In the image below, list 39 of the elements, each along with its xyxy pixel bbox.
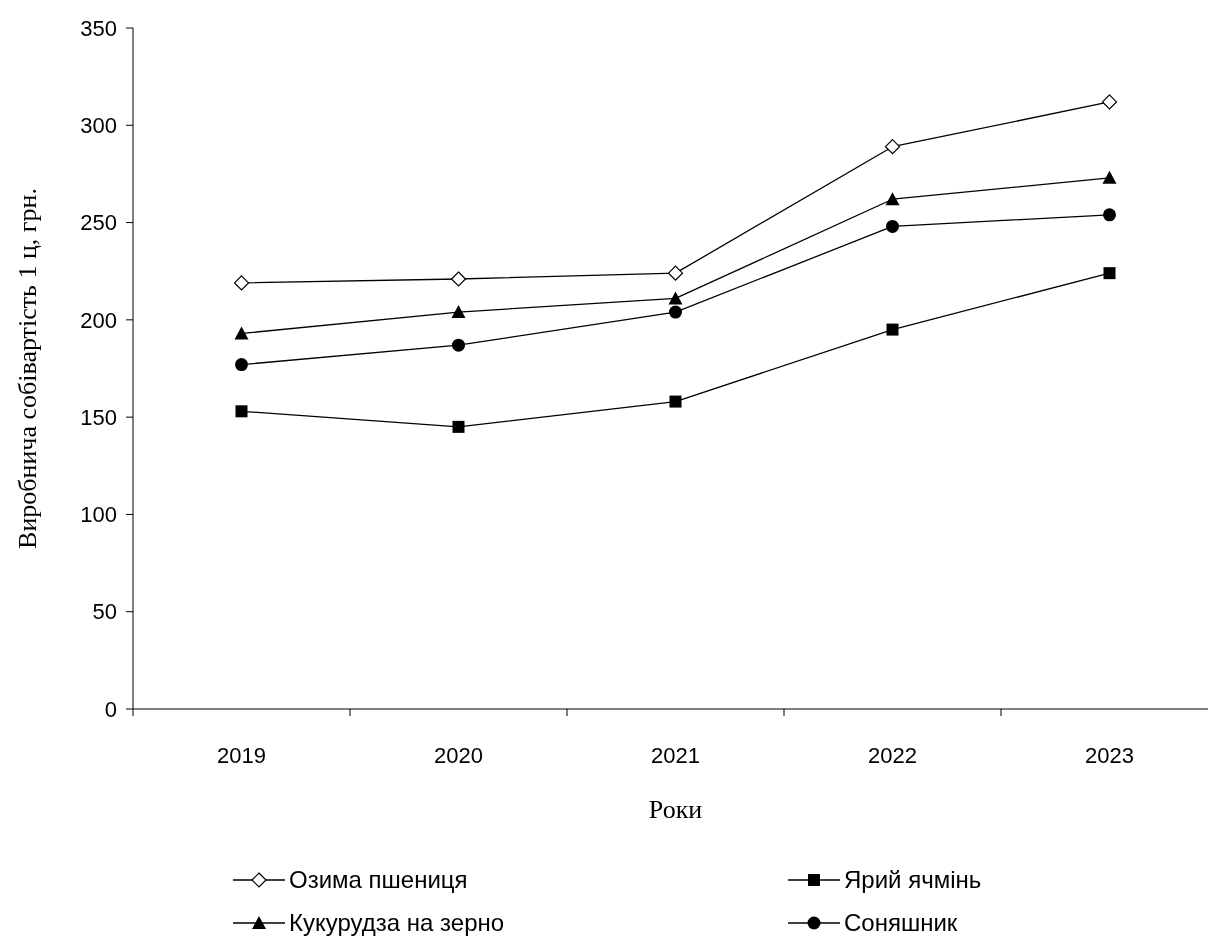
y-tick-label: 0 xyxy=(104,696,117,722)
point xyxy=(667,265,684,281)
y-tick-label: 100 xyxy=(80,502,117,528)
y-tick-label: 350 xyxy=(80,15,117,41)
point xyxy=(884,139,901,155)
point xyxy=(1103,267,1116,280)
y-tick-label: 300 xyxy=(80,112,117,138)
point xyxy=(668,291,683,305)
x-axis-title: Роки xyxy=(648,795,703,824)
y-axis-title: Виробнича собівартість 1 ц, грн. xyxy=(13,188,42,549)
legend-label: Ярий ячмінь xyxy=(844,866,982,894)
point xyxy=(452,338,465,352)
y-tick-label: 250 xyxy=(80,210,117,236)
point xyxy=(669,305,682,319)
point xyxy=(234,326,249,340)
legend-label: Озима пшениця xyxy=(289,866,468,894)
x-tick-label: 2022 xyxy=(868,743,917,768)
point xyxy=(1103,208,1116,222)
x-tick-label: 2023 xyxy=(1085,743,1134,768)
y-tick-label: 150 xyxy=(80,404,117,430)
y-tick-label: 50 xyxy=(92,599,117,625)
point xyxy=(886,323,899,336)
point xyxy=(1102,170,1117,184)
point xyxy=(452,420,465,433)
legend-label: Соняшник xyxy=(844,909,958,937)
point xyxy=(450,271,467,287)
point xyxy=(235,358,248,372)
legend-label: Кукурудза на зерно xyxy=(289,909,505,937)
x-tick-label: 2021 xyxy=(651,743,700,768)
point xyxy=(451,305,466,319)
point xyxy=(1101,94,1118,110)
point xyxy=(885,192,900,206)
x-tick-label: 2020 xyxy=(434,743,483,768)
x-tick-label: 2019 xyxy=(217,743,266,768)
point xyxy=(886,219,899,233)
point xyxy=(233,275,250,291)
y-tick-label: 200 xyxy=(80,307,117,333)
point xyxy=(669,395,682,408)
point xyxy=(235,405,248,418)
